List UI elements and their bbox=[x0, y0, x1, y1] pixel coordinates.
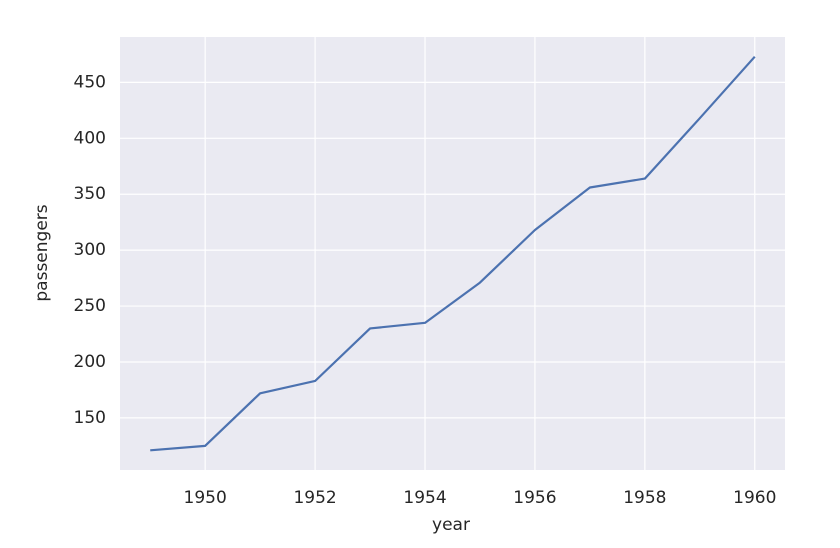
x-tick-label: 1950 bbox=[184, 488, 227, 508]
line bbox=[150, 55, 756, 452]
y-tick-label: 150 bbox=[74, 408, 106, 428]
y-tick-label: 450 bbox=[74, 72, 106, 92]
y-tick-label: 350 bbox=[74, 184, 106, 204]
y-tick-label: 200 bbox=[74, 352, 106, 372]
x-tick-label: 1960 bbox=[733, 488, 776, 508]
plot-area bbox=[120, 37, 785, 470]
x-tick-label: 1952 bbox=[293, 488, 336, 508]
y-tick-label: 250 bbox=[74, 296, 106, 316]
y-tick-label: 300 bbox=[74, 240, 106, 260]
x-tick-label: 1956 bbox=[513, 488, 556, 508]
y-axis-label: passengers bbox=[32, 204, 52, 301]
y-tick-label: 400 bbox=[74, 128, 106, 148]
x-axis-label: year bbox=[432, 515, 470, 535]
x-tick-label: 1958 bbox=[623, 488, 666, 508]
x-tick-label: 1954 bbox=[403, 488, 446, 508]
grid bbox=[120, 37, 785, 470]
